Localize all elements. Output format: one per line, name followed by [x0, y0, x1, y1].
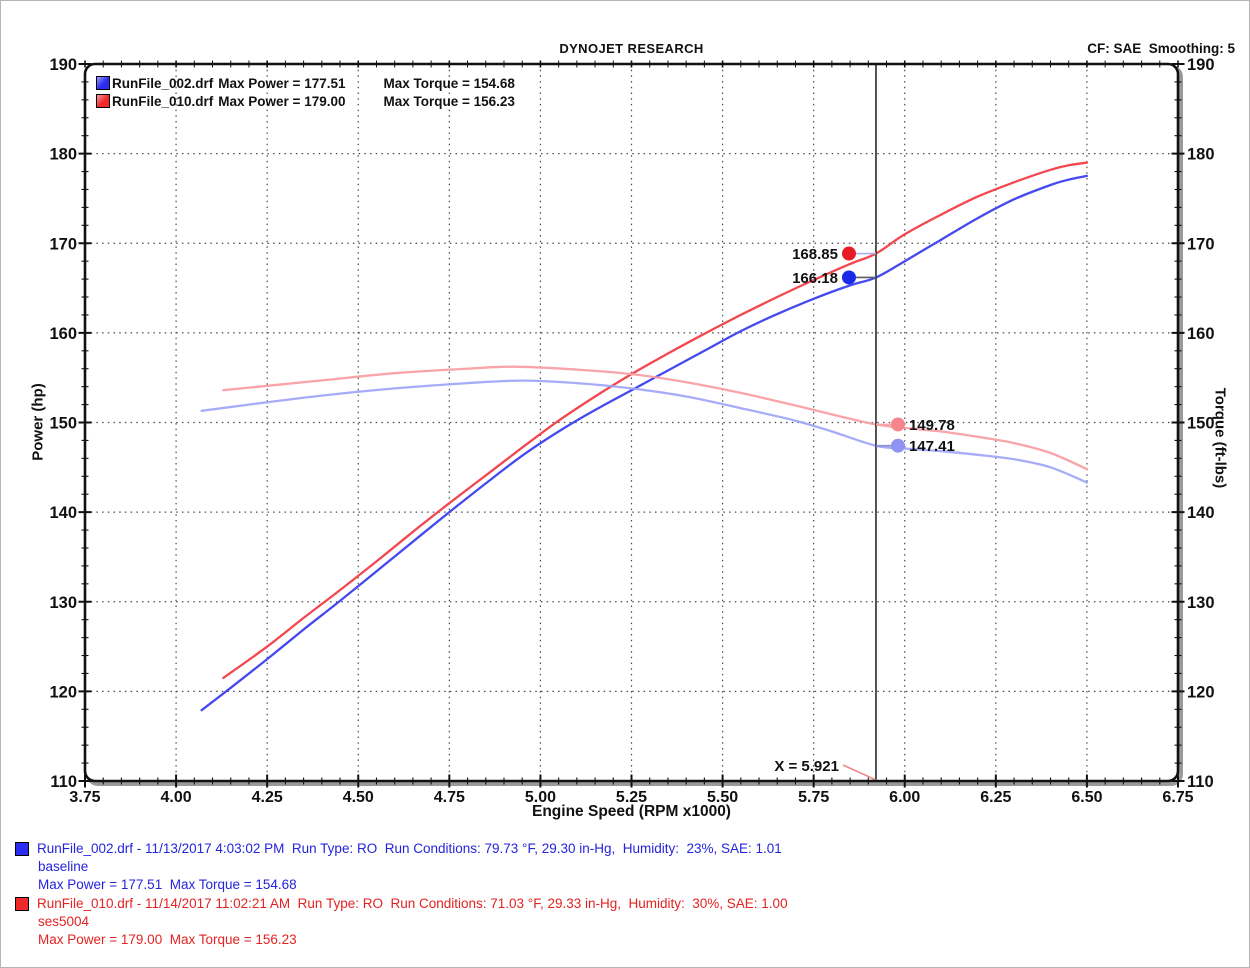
y-tick-label-right: 180: [1187, 146, 1215, 164]
x-tick-label: 6.25: [980, 789, 1011, 806]
run-name-line: ses5004: [38, 914, 90, 929]
cursor-marker-dot: [841, 270, 856, 285]
x-tick-label: 5.00: [525, 789, 556, 806]
y-tick-label-left: 140: [49, 504, 77, 522]
x-tick-label: 4.00: [161, 789, 192, 806]
y-tick-label-right: 120: [1187, 683, 1215, 701]
legend-max-power-label: Max Power = 179.00: [218, 93, 346, 109]
y-tick-label-left: 160: [49, 325, 77, 343]
legend-max-torque-label: Max Torque = 154.68: [383, 75, 515, 91]
cursor-label-connector: [842, 764, 877, 781]
dyno-chart[interactable]: 3.75 4.00 4.25 4.50 4.75 5.00 5.25 5.50 5.75 6.00…: [1, 1, 1250, 833]
run2-color-swatch-icon: [96, 94, 110, 108]
y-tick-label-left: 120: [49, 683, 77, 701]
cursor-value-label: 149.78: [909, 417, 955, 434]
y-tick-label-left: 150: [49, 415, 77, 433]
torque-axis-label: Torque (ft-lbs): [1211, 387, 1229, 489]
cursor-marker-dot: [841, 246, 856, 261]
run-info-line: RunFile_002.drf - 11/13/2017 4:03:02 PM …: [37, 841, 782, 856]
legend-max-torque-label: Max Torque = 156.23: [383, 93, 515, 109]
y-tick-label-right: 190: [1187, 56, 1215, 74]
run-name-line: baseline: [38, 859, 89, 874]
correction-smoothing-label: CF: SAE Smoothing: 5: [1087, 41, 1235, 56]
x-tick-label: 5.50: [707, 789, 738, 806]
y-tick-label-right: 160: [1187, 325, 1215, 343]
cursor-value-label: 168.85: [792, 246, 838, 263]
x-tick-label: 6.75: [1162, 789, 1193, 806]
x-tick-label: 5.25: [616, 789, 647, 806]
y-tick-label-left: 180: [49, 146, 77, 164]
x-tick-label: 6.00: [889, 789, 920, 806]
cursor-marker-dot: [890, 417, 905, 432]
x-tick-label: 6.50: [1071, 789, 1102, 806]
x-tick-label: 5.75: [798, 789, 829, 806]
curve-runfile-002-drf-torque-ft-lbs-: [200, 379, 1089, 484]
run-info-line: RunFile_010.drf - 11/14/2017 11:02:21 AM…: [37, 896, 788, 911]
x-tick-label: 4.25: [252, 789, 283, 806]
legend: RunFile_002.drf Max Power = 177.51 Max Tor…: [96, 74, 515, 110]
y-tick-label-right: 170: [1187, 235, 1215, 253]
cursor-x-label: X = 5.921: [774, 758, 839, 775]
y-tick-label-left: 110: [50, 773, 77, 791]
x-tick-label: 4.75: [434, 789, 465, 806]
cursor-marker-dot: [890, 438, 905, 453]
chart-title: DYNOJET RESEARCH: [559, 41, 704, 56]
y-tick-label-left: 170: [49, 235, 77, 253]
run-maxvalues-line: Max Power = 179.00 Max Torque = 156.23: [38, 932, 297, 947]
y-tick-label-right: 130: [1187, 594, 1215, 612]
y-tick-label-right: 110: [1187, 773, 1214, 791]
curve-runfile-010-drf-power-hp-: [222, 161, 1089, 680]
run-summary-run2: RunFile_010.drf - 11/14/2017 11:02:21 AM…: [15, 895, 788, 949]
y-tick-label-right: 150: [1187, 415, 1215, 433]
plot-background: [85, 64, 1178, 781]
run-annotations: RunFile_002.drf - 11/13/2017 4:03:02 PM …: [15, 840, 788, 950]
cursor-value-label: 166.18: [792, 270, 838, 287]
run1-color-swatch-icon: [96, 76, 110, 90]
legend-file-label: RunFile_002.drf: [112, 75, 214, 91]
y-tick-label-right: 140: [1187, 504, 1215, 522]
y-tick-label-left: 190: [49, 56, 77, 74]
run1-color-icon: [15, 842, 29, 856]
legend-row-run2: RunFile_010.drf Max Power = 179.00 Max Tor…: [96, 92, 515, 110]
run-maxvalues-line: Max Power = 177.51 Max Torque = 154.68: [38, 877, 297, 892]
power-axis-label: Power (hp): [29, 383, 47, 461]
run-summary-run1: RunFile_002.drf - 11/13/2017 4:03:02 PM …: [15, 840, 788, 894]
cursor-value-label: 147.41: [909, 438, 955, 455]
x-tick-label: 3.75: [69, 789, 100, 806]
legend-file-label: RunFile_010.drf: [112, 93, 214, 109]
y-tick-label-left: 130: [49, 594, 77, 612]
curve-runfile-002-drf-power-hp-: [200, 174, 1089, 712]
legend-max-power-label: Max Power = 177.51: [218, 75, 346, 91]
plot-frame: [83, 62, 1180, 783]
legend-row-run1: RunFile_002.drf Max Power = 177.51 Max Tor…: [96, 74, 515, 92]
engine-speed-axis-label: Engine Speed (RPM x1000): [532, 803, 731, 820]
x-tick-label: 4.50: [343, 789, 374, 806]
curve-runfile-010-drf-torque-ft-lbs-: [222, 365, 1089, 471]
run2-color-icon: [15, 897, 29, 911]
